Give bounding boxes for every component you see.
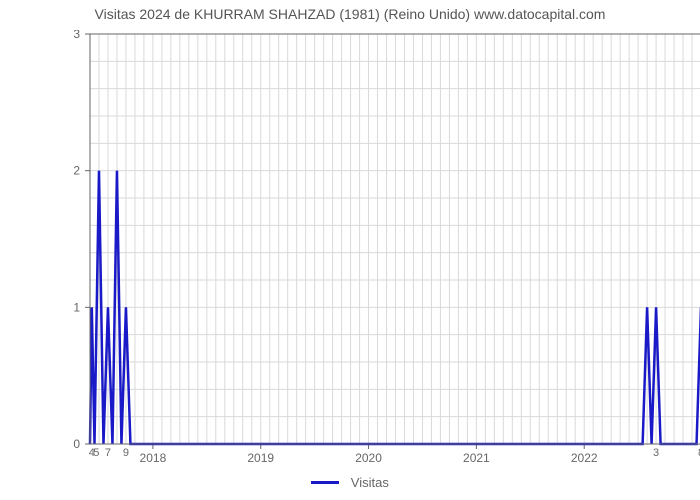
- legend: Visitas: [0, 474, 700, 490]
- x-point-label: 5: [93, 447, 99, 459]
- x-point-label: 7: [105, 447, 111, 459]
- x-point-label: 3: [653, 447, 659, 459]
- legend-swatch: [311, 481, 339, 484]
- x-year-label: 2018: [140, 451, 167, 465]
- y-tick-label: 3: [73, 30, 80, 41]
- x-point-label: 9: [123, 447, 129, 459]
- y-tick-label: 2: [73, 164, 80, 178]
- y-tick-label: 0: [73, 437, 80, 451]
- plot-area: 012320182019202020212022457938: [50, 30, 670, 440]
- legend-label: Visitas: [351, 475, 389, 490]
- x-year-label: 2022: [571, 451, 598, 465]
- y-tick-label: 1: [73, 300, 80, 314]
- plot-border: [90, 34, 700, 444]
- x-year-label: 2020: [355, 451, 382, 465]
- chart-title: Visitas 2024 de KHURRAM SHAHZAD (1981) (…: [0, 6, 700, 22]
- x-year-label: 2021: [463, 451, 490, 465]
- x-year-label: 2019: [247, 451, 274, 465]
